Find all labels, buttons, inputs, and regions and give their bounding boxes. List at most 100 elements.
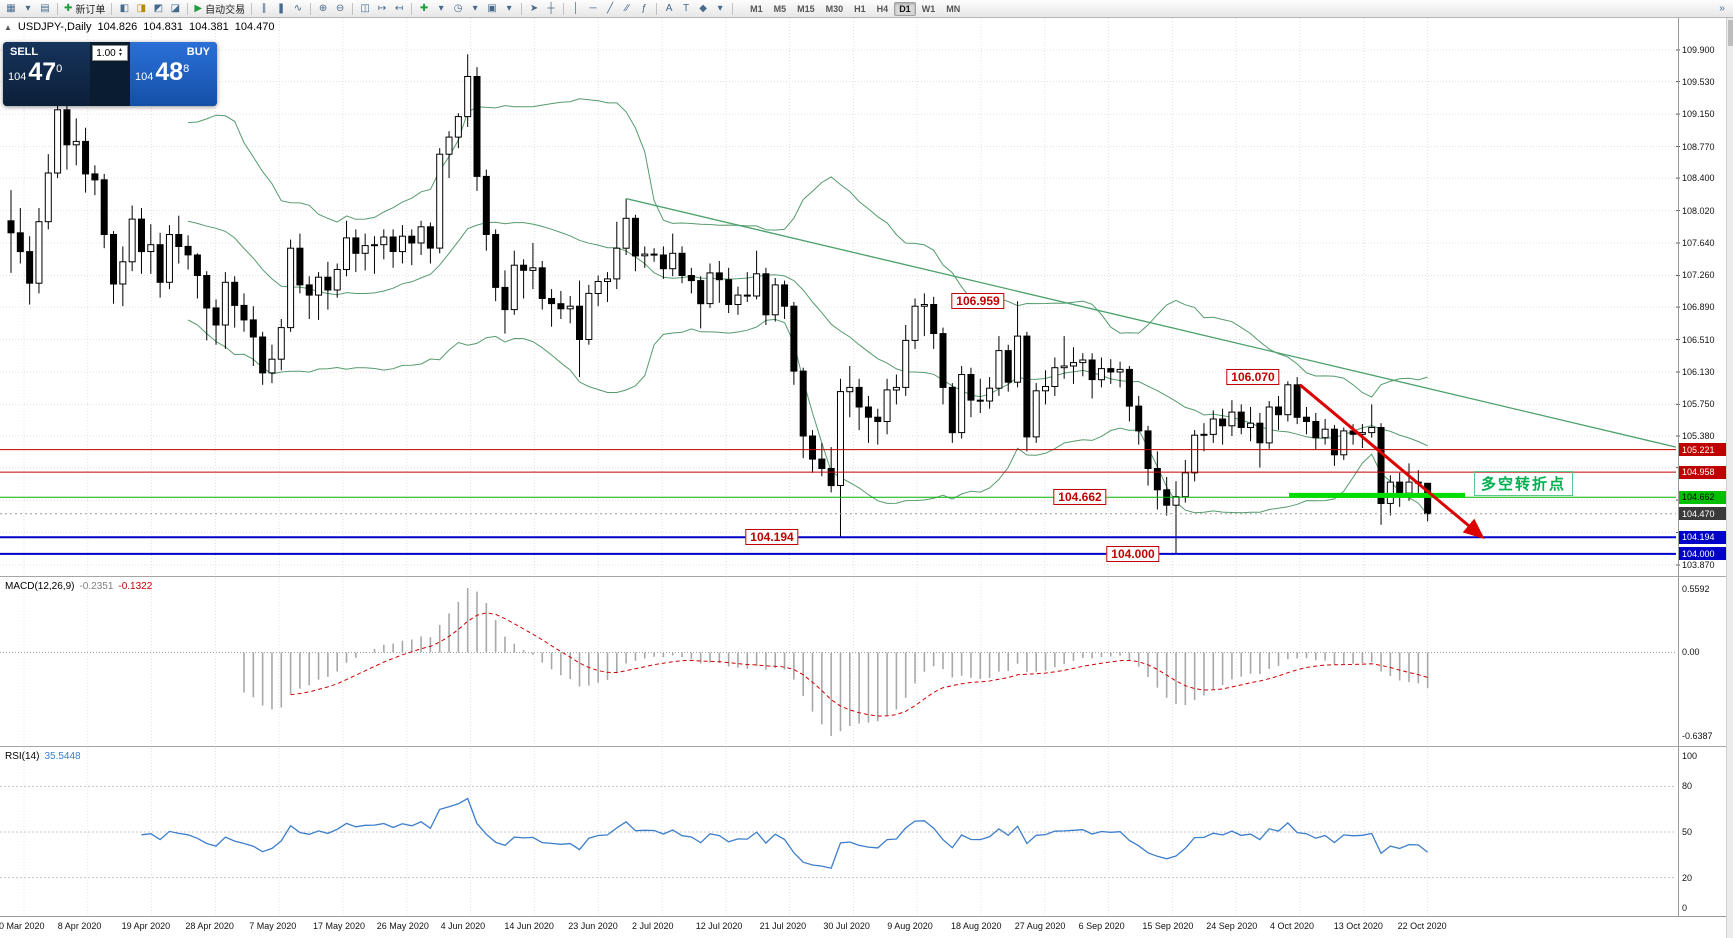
market-watch-icon[interactable]: ◧ [116, 1, 132, 16]
candles [7, 54, 1432, 554]
text-icon[interactable]: A [661, 1, 677, 16]
cursor-icon-glyph: ➤ [529, 3, 539, 14]
data-window-icon-glyph: ◨ [136, 3, 147, 14]
auto-scroll-icon[interactable]: ↦ [374, 1, 390, 16]
indicators-icon[interactable]: ✚ [416, 1, 432, 16]
bar-chart-icon-glyph: ∥ [261, 3, 267, 14]
descending-trendline[interactable] [625, 197, 1677, 448]
templates-icon[interactable]: ▣ [484, 1, 500, 16]
volume-section: ▴ ▾ [90, 42, 130, 106]
scrollbar-thumb[interactable] [1728, 20, 1733, 46]
timeframe-m5[interactable]: M5 [773, 3, 787, 14]
toolbar-separator [251, 2, 253, 15]
zoom-in-icon-glyph: ⊕ [318, 3, 328, 14]
trendline-icon[interactable]: ╱ [602, 1, 618, 16]
timeframe-d1[interactable]: D1 [894, 1, 916, 16]
volume-down-button[interactable]: ▾ [119, 52, 123, 58]
buy-price-prefix: 104 [135, 71, 154, 83]
periods-icon[interactable]: ◷ [450, 1, 466, 16]
annotation-text[interactable]: 多空转折点 [1474, 471, 1574, 496]
new-order-button-text: 新订单 [75, 5, 106, 16]
navigator-icon-glyph: ◩ [153, 3, 164, 14]
toolbar-separator [411, 2, 413, 15]
new-order-button[interactable]: ✚ 新订单 [62, 1, 107, 16]
timeframe-mn[interactable]: MN [946, 3, 961, 14]
ohlc-open: 104.826 [97, 21, 138, 33]
chart-shift-icon[interactable]: ↤ [391, 1, 407, 16]
trendline-icon-glyph: ╱ [607, 3, 614, 14]
ohlc-close: 104.470 [234, 21, 275, 33]
volume-input[interactable] [93, 47, 119, 59]
terminal-icon-glyph: ◪ [170, 3, 181, 14]
templates-dropdown-icon[interactable]: ▾ [501, 1, 517, 16]
auto-trading-button-text: 自动交易 [205, 5, 246, 16]
candlestick-chart-icon[interactable]: ❚ [273, 1, 289, 16]
volume-up-button[interactable]: ▴ [119, 47, 123, 53]
bollinger-bands [187, 98, 1428, 515]
new-chart-dropdown-icon[interactable]: ▾ [20, 1, 36, 16]
ohlc-low: 104.381 [189, 21, 229, 33]
navigator-icon[interactable]: ◩ [150, 1, 166, 16]
zoom-in-icon[interactable]: ⊕ [315, 1, 331, 16]
sell-label: SELL [10, 46, 39, 58]
cursor-icon[interactable]: ➤ [526, 1, 542, 16]
terminal-icon[interactable]: ◪ [167, 1, 183, 16]
auto-scroll-icon-glyph: ↦ [377, 3, 387, 14]
date-axis [0, 916, 1733, 938]
main-toolbar: ▦ ▾ ▤ ✚ 新订单 ◧ ◨ ◩ ◪ ▶ 自动交易 ∥ ❚ ∿ ⊕ ⊖ ◫ ↦ ↤ ✚ ▾ ◷ ▾ ▣ ▾ ➤ ┼ │ ─ ╱ ∕∕ ƒ A T… [0, 0, 1733, 18]
line-chart-icon-glyph: ∿ [293, 3, 303, 14]
auto-trading-button[interactable]: ▶ 自动交易 [192, 1, 247, 16]
timeframe-m1[interactable]: M1 [750, 3, 763, 14]
sell-price: 104 47 0 [3, 59, 90, 85]
text-label-icon[interactable]: T [678, 1, 694, 16]
trade-panel-collapse-icon[interactable]: ▲ [4, 22, 12, 32]
periods-icon-glyph: ◷ [453, 3, 463, 14]
buy-button[interactable]: BUY 104 48 8 [130, 42, 217, 106]
profiles-icon[interactable]: ▤ [37, 1, 53, 16]
buy-label: BUY [186, 46, 210, 58]
timeframe-m30[interactable]: M30 [825, 3, 844, 14]
indicators-dropdown-icon[interactable]: ▾ [433, 1, 449, 16]
indicators-icon-glyph: ✚ [419, 3, 429, 14]
right-scrollbar[interactable] [1726, 18, 1733, 938]
buy-price-sup: 8 [183, 63, 190, 75]
shapes-icon[interactable]: ◆ [695, 1, 711, 16]
crosshair-icon[interactable]: ┼ [543, 1, 559, 16]
channel-icon[interactable]: ∕∕ [619, 1, 635, 16]
timeframe-m15[interactable]: M15 [797, 3, 815, 14]
toolbar-separator [521, 2, 523, 15]
one-click-trading-panel: SELL 104 47 0 ▴ ▾ BUY 104 48 8 [3, 42, 217, 106]
tile-windows-icon[interactable]: ◫ [357, 1, 373, 16]
data-window-icon[interactable]: ◨ [133, 1, 149, 16]
vertical-line-icon[interactable]: │ [568, 1, 584, 16]
templates-icon-glyph: ▣ [487, 3, 497, 14]
text-label-icon-glyph: T [683, 3, 690, 14]
periods-dropdown-icon[interactable]: ▾ [467, 1, 483, 16]
new-chart-icon[interactable]: ▦ [3, 1, 19, 16]
bearish-trend-arrow[interactable] [1299, 383, 1485, 539]
pane-separator-macd[interactable] [0, 576, 1733, 577]
shapes-dropdown-icon[interactable]: ▾ [712, 1, 728, 16]
zoom-out-icon-glyph: ⊖ [335, 3, 345, 14]
macd-label: MACD(12,26,9) -0.2351 -0.1322 [5, 581, 152, 592]
zoom-out-icon[interactable]: ⊖ [332, 1, 348, 16]
pane-separator-rsi[interactable] [0, 746, 1733, 747]
bar-chart-icon[interactable]: ∥ [256, 1, 272, 16]
toolbar-separator [57, 2, 58, 15]
new-chart-icon-glyph: ▦ [6, 3, 16, 14]
periods-dropdown-icon-glyph: ▾ [472, 3, 478, 14]
tile-windows-icon-glyph: ◫ [360, 3, 370, 14]
sell-button[interactable]: SELL 104 47 0 [3, 42, 90, 106]
toolbar-overflow-icon[interactable]: » [1719, 3, 1725, 14]
fibonacci-icon[interactable]: ƒ [636, 1, 652, 16]
line-chart-icon[interactable]: ∿ [290, 1, 306, 16]
sell-price-prefix: 104 [8, 71, 27, 83]
timeframe-h1[interactable]: H1 [854, 3, 866, 14]
horizontal-line-icon[interactable]: ─ [585, 1, 601, 16]
timeframe-w1[interactable]: W1 [921, 3, 936, 14]
toolbar-separator [563, 2, 565, 15]
timeframe-h4[interactable]: H4 [876, 3, 889, 14]
sell-price-sup: 0 [56, 63, 63, 75]
